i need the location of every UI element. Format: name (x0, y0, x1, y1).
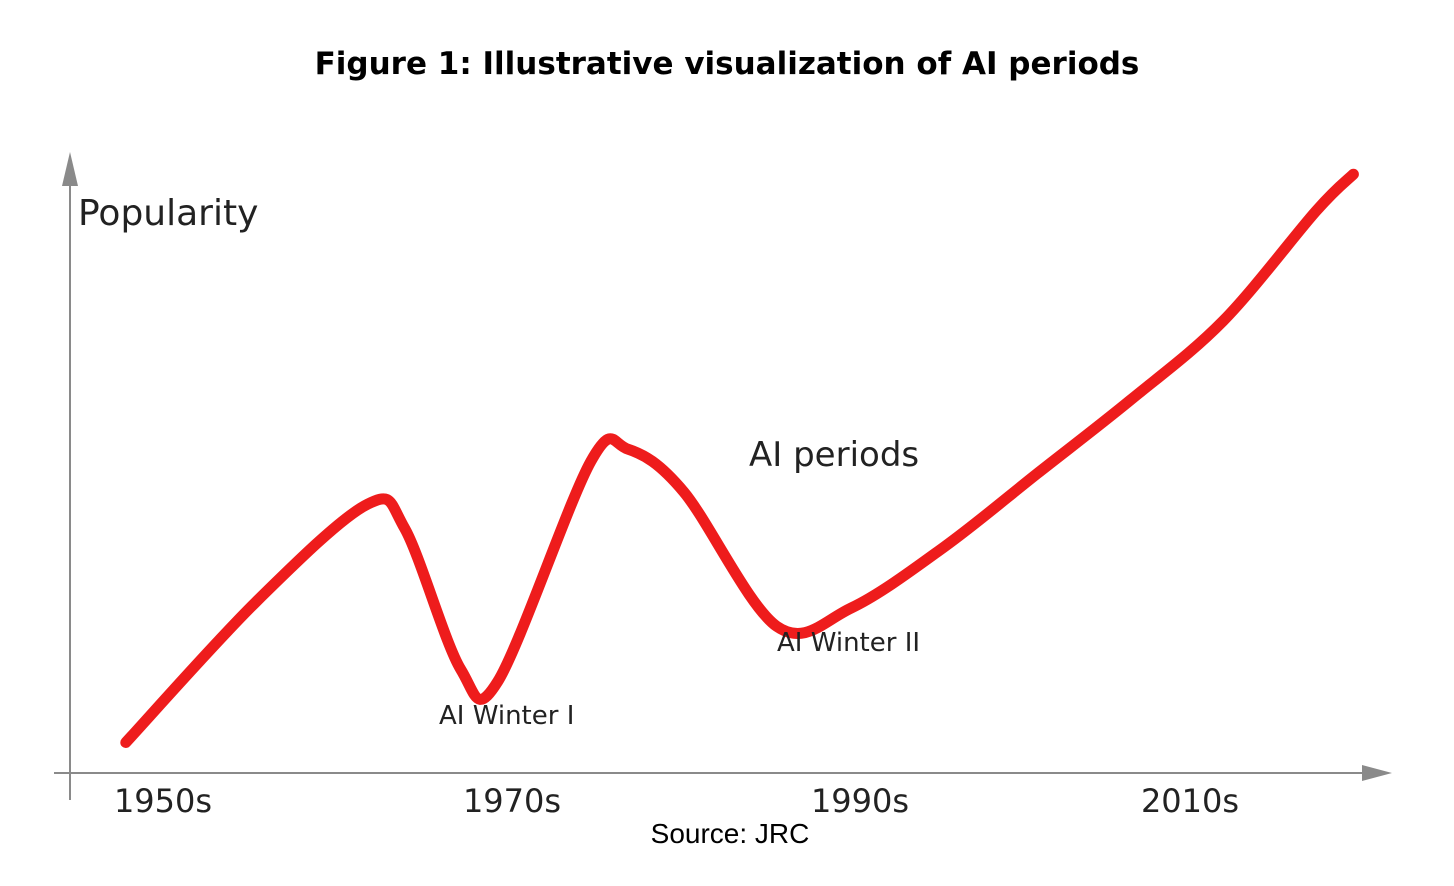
annotation-ai-periods: AI periods (749, 435, 919, 475)
annotation-ai-winter-1: AI Winter I (439, 701, 574, 731)
x-axis-arrow-icon (1362, 765, 1392, 781)
series-layer (120, 168, 1359, 748)
annotations: AI periods AI Winter I AI Winter II (439, 435, 920, 731)
y-axis-label: Popularity (78, 193, 258, 234)
x-tick-labels: 1950s 1970s 1990s 2010s (114, 782, 1239, 820)
source-note: Source: JRC (650, 818, 810, 849)
x-tick-label: 1950s (114, 782, 212, 820)
x-tick-label: 1990s (811, 782, 909, 820)
series-line-0 (120, 168, 1359, 748)
y-axis (62, 152, 78, 800)
figure-title: Figure 1: Illustrative visualization of … (314, 46, 1140, 82)
x-tick-label: 2010s (1141, 782, 1239, 820)
x-tick-label: 1970s (463, 782, 561, 820)
annotation-ai-winter-2: AI Winter II (777, 628, 920, 658)
x-axis (54, 765, 1392, 781)
y-axis-arrow-icon (62, 152, 78, 186)
